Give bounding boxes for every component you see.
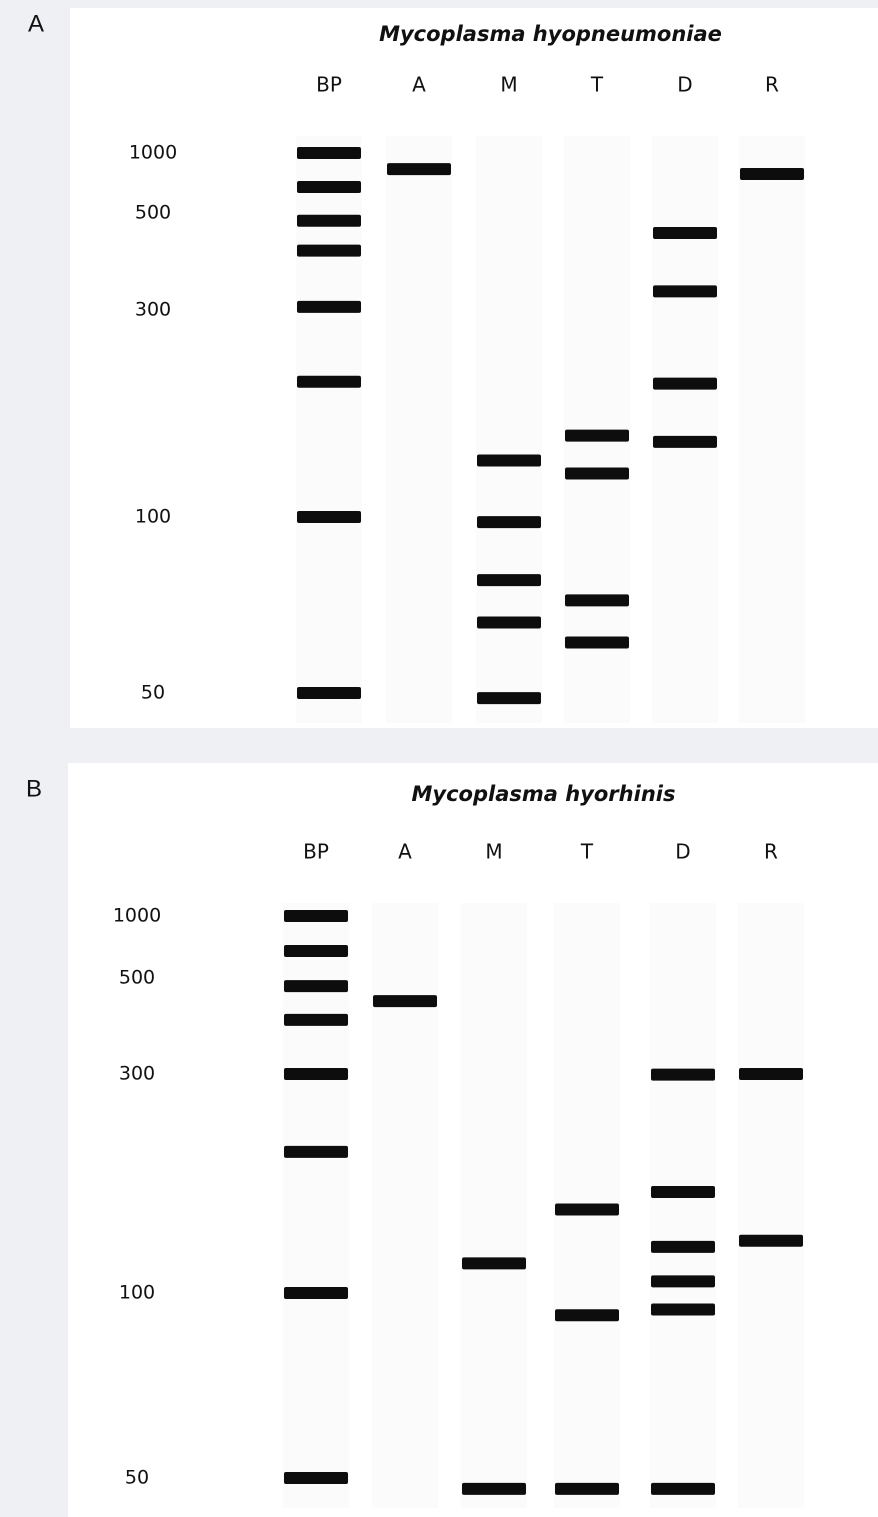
- band: [297, 687, 361, 699]
- band: [462, 1483, 526, 1495]
- band: [565, 637, 629, 649]
- y-tick-label: 1000: [113, 905, 161, 927]
- lane: [386, 136, 452, 723]
- band: [284, 980, 348, 992]
- band: [284, 1472, 348, 1484]
- lane-label: A: [412, 73, 426, 97]
- lane: [652, 136, 718, 723]
- lane: [372, 903, 438, 1508]
- y-tick-label: 50: [125, 1467, 149, 1489]
- lane-label: D: [675, 840, 690, 864]
- lane: [283, 903, 349, 1508]
- band: [477, 617, 541, 629]
- band: [297, 511, 361, 523]
- band: [477, 574, 541, 586]
- lane-label: T: [580, 840, 594, 864]
- band: [477, 692, 541, 704]
- band: [284, 1068, 348, 1080]
- band: [297, 245, 361, 257]
- band: [651, 1304, 715, 1316]
- page: A Mycoplasma hyopneumoniae 1000 500 300 100 50…: [0, 0, 878, 1517]
- lane-label: T: [590, 73, 604, 97]
- lane: [476, 136, 542, 723]
- lane: [738, 903, 804, 1508]
- y-tick-label: 1000: [129, 142, 177, 164]
- band: [555, 1204, 619, 1216]
- y-tick-label: 300: [135, 299, 171, 321]
- band: [284, 910, 348, 922]
- lane: [650, 903, 716, 1508]
- y-tick-label: 500: [119, 967, 155, 989]
- figure: A Mycoplasma hyopneumoniae 1000 500 300 100 50…: [0, 0, 878, 1517]
- band: [651, 1275, 715, 1287]
- band: [653, 436, 717, 448]
- band: [565, 594, 629, 606]
- band: [477, 454, 541, 466]
- band: [651, 1483, 715, 1495]
- lane-label: M: [500, 73, 517, 97]
- y-tick-label: 100: [135, 506, 171, 528]
- band: [284, 945, 348, 957]
- band: [653, 285, 717, 297]
- band: [555, 1483, 619, 1495]
- band: [651, 1241, 715, 1253]
- band: [297, 215, 361, 227]
- panel-title: Mycoplasma hyopneumoniae: [379, 22, 722, 46]
- y-tick-label: 500: [135, 202, 171, 224]
- band: [653, 227, 717, 239]
- lane: [739, 136, 805, 723]
- band: [565, 467, 629, 479]
- panel-label: B: [26, 775, 42, 802]
- band: [565, 430, 629, 442]
- lane-label: M: [485, 840, 502, 864]
- y-tick-label: 100: [119, 1282, 155, 1304]
- band: [297, 301, 361, 313]
- lane: [461, 903, 527, 1508]
- band: [653, 378, 717, 390]
- band: [284, 1287, 348, 1299]
- lane-label: BP: [303, 840, 329, 864]
- panel-title: Mycoplasma hyorhinis: [412, 782, 676, 806]
- band: [651, 1186, 715, 1198]
- panel-label: A: [28, 10, 44, 37]
- band: [297, 181, 361, 193]
- lane-label: BP: [316, 73, 342, 97]
- band: [297, 147, 361, 159]
- lane-label: A: [398, 840, 412, 864]
- band: [284, 1146, 348, 1158]
- band: [462, 1257, 526, 1269]
- lane-label: R: [764, 840, 778, 864]
- lane-label: D: [677, 73, 692, 97]
- band: [284, 1014, 348, 1026]
- band: [739, 1068, 803, 1080]
- band: [555, 1309, 619, 1321]
- band: [739, 1235, 803, 1247]
- y-tick-label: 300: [119, 1063, 155, 1085]
- lane-label: R: [765, 73, 779, 97]
- lane: [564, 136, 630, 723]
- band: [740, 168, 804, 180]
- band: [651, 1069, 715, 1081]
- band: [373, 995, 437, 1007]
- band: [387, 163, 451, 175]
- band: [297, 376, 361, 388]
- band: [477, 516, 541, 528]
- y-tick-label: 50: [141, 682, 165, 704]
